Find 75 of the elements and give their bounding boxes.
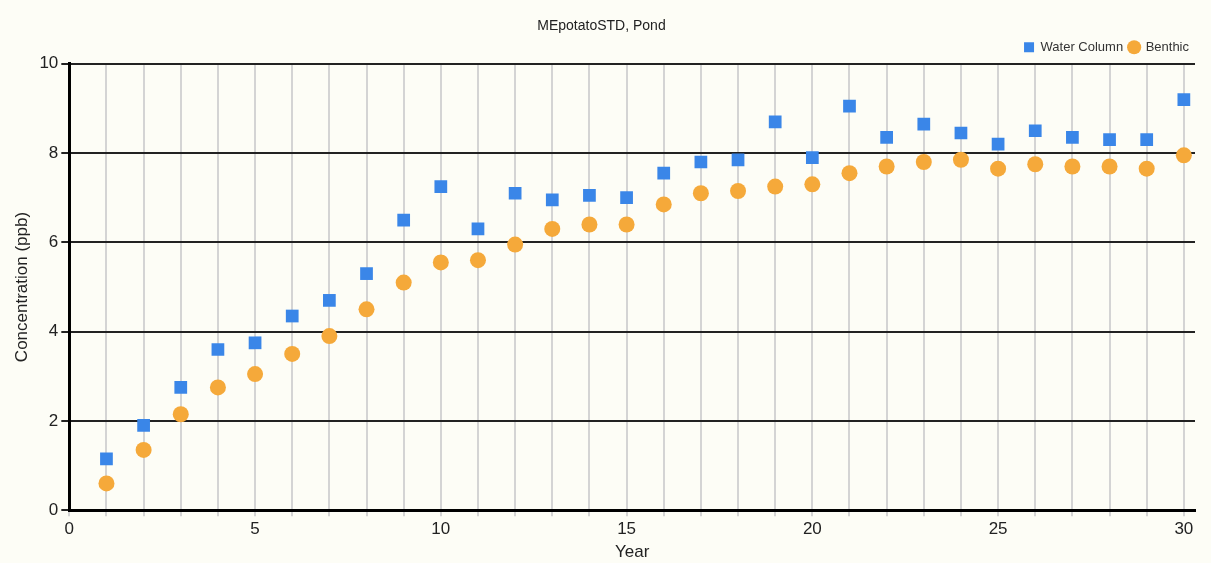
- point: [545, 193, 559, 207]
- x-tick-label: 5: [250, 519, 260, 539]
- point: [991, 137, 1005, 151]
- point: [209, 379, 226, 396]
- x-tick-label: 25: [988, 519, 1008, 539]
- y-tick-label: 4: [48, 321, 59, 341]
- point: [618, 216, 635, 233]
- point: [544, 220, 561, 237]
- point: [434, 180, 448, 193]
- point: [915, 154, 932, 171]
- chart-title: MEpotatoSTD, Pond: [537, 17, 666, 34]
- point: [247, 366, 264, 383]
- x-axis-title: Year: [614, 542, 650, 562]
- point: [358, 301, 375, 318]
- point: [135, 441, 152, 458]
- point: [284, 345, 301, 362]
- point: [469, 252, 486, 269]
- y-tick-label: 0: [48, 499, 59, 519]
- point: [692, 185, 709, 202]
- point: [880, 131, 894, 144]
- point: [804, 176, 821, 193]
- point: [731, 153, 745, 167]
- legend-label: Water Column: [1040, 38, 1124, 54]
- x-tick-label: 10: [431, 519, 451, 539]
- point: [1140, 133, 1154, 147]
- point: [174, 381, 188, 394]
- point: [98, 475, 115, 492]
- point: [1101, 158, 1118, 175]
- x-tick-label: 20: [802, 519, 822, 539]
- point: [878, 158, 895, 175]
- point: [843, 99, 856, 113]
- point: [1027, 156, 1044, 173]
- point: [211, 343, 225, 356]
- point: [1064, 158, 1081, 175]
- point: [323, 294, 336, 307]
- point: [917, 117, 931, 131]
- point: [990, 160, 1007, 177]
- point: [768, 115, 782, 129]
- point: [767, 178, 784, 195]
- point: [620, 191, 633, 205]
- point: [581, 216, 598, 233]
- point: [657, 166, 671, 180]
- point: [172, 406, 189, 423]
- point: [137, 419, 150, 432]
- y-tick-label: 6: [48, 232, 59, 252]
- point: [100, 452, 113, 466]
- y-tick-label: 2: [48, 410, 59, 430]
- x-tick-label: 30: [1174, 519, 1194, 539]
- point: [1138, 160, 1155, 177]
- x-tick-label: 15: [617, 519, 637, 539]
- point: [841, 165, 858, 182]
- point: [360, 267, 373, 280]
- y-axis-title: Concentration (ppb): [11, 211, 31, 363]
- point: [395, 274, 412, 291]
- point: [952, 151, 969, 168]
- point: [655, 196, 672, 213]
- point: [397, 213, 411, 227]
- point: [1028, 124, 1042, 138]
- point: [805, 151, 819, 164]
- point: [583, 189, 596, 202]
- point: [285, 309, 299, 323]
- point: [432, 254, 449, 271]
- x-tick-label: 0: [64, 519, 75, 539]
- point: [730, 183, 747, 200]
- point: [248, 336, 262, 350]
- point: [1175, 147, 1192, 164]
- point: [507, 236, 524, 253]
- y-tick-label: 10: [39, 53, 59, 73]
- legend-label: Benthic: [1145, 38, 1190, 54]
- point: [1177, 93, 1191, 106]
- point: [1103, 133, 1116, 147]
- point: [321, 328, 338, 345]
- point: [1066, 131, 1079, 144]
- y-tick-label: 8: [48, 142, 59, 162]
- point: [508, 186, 522, 200]
